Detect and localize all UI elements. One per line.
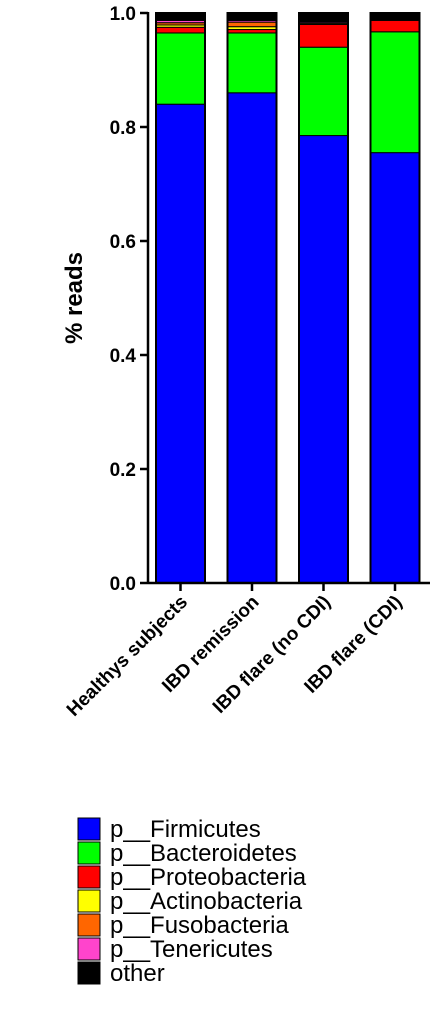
legend-swatch (77, 913, 101, 937)
bar-segment (298, 135, 349, 584)
legend: p__Firmicutesp__Bacteroidetesp__Proteoba… (77, 816, 307, 987)
bar-segment (155, 12, 206, 21)
bar-segment (155, 32, 206, 105)
legend-label: p__Actinobacteria (110, 888, 303, 915)
bars-layer (155, 12, 421, 584)
legend-label: p__Proteobacteria (110, 864, 307, 891)
bar-segment (155, 103, 206, 584)
y-tick-label: 1.0 (110, 4, 136, 25)
legend-label: p__Firmicutes (110, 816, 261, 843)
bar-segment (227, 29, 277, 34)
legend-swatch (77, 937, 101, 961)
y-tick-label: 0.4 (110, 346, 137, 367)
bar-segment (227, 12, 277, 21)
bar-segment (370, 19, 420, 33)
legend-label: p__Fusobacteria (110, 912, 289, 939)
y-axis-label: % reads (61, 252, 88, 344)
legend-swatch (77, 817, 101, 841)
legend-label: p__Tenericutes (110, 936, 273, 963)
legend-swatch (77, 961, 101, 985)
bar-segment (227, 21, 277, 28)
y-tick-label: 0.0 (110, 574, 136, 595)
bar-segment (298, 46, 349, 137)
x-tick-label: IBD flare (no CDI) (209, 592, 335, 718)
legend-label: other (110, 960, 165, 987)
x-tick-label: Healthys subjects (63, 592, 192, 721)
y-tick-label: 0.2 (110, 460, 136, 481)
bar-segment (227, 32, 277, 94)
bar-segment (298, 12, 349, 23)
y-tick-label: 0.8 (110, 118, 136, 139)
bar-segment (298, 23, 349, 48)
legend-label: p__Bacteroidetes (110, 840, 297, 867)
legend-swatch (77, 841, 101, 865)
y-tick-label: 0.6 (110, 232, 136, 253)
bar-segment (370, 31, 420, 154)
legend-swatch (77, 889, 101, 913)
bar-segment (155, 26, 206, 34)
bar-segment (227, 92, 277, 584)
legend-swatch (77, 865, 101, 889)
bar-segment (370, 152, 420, 584)
